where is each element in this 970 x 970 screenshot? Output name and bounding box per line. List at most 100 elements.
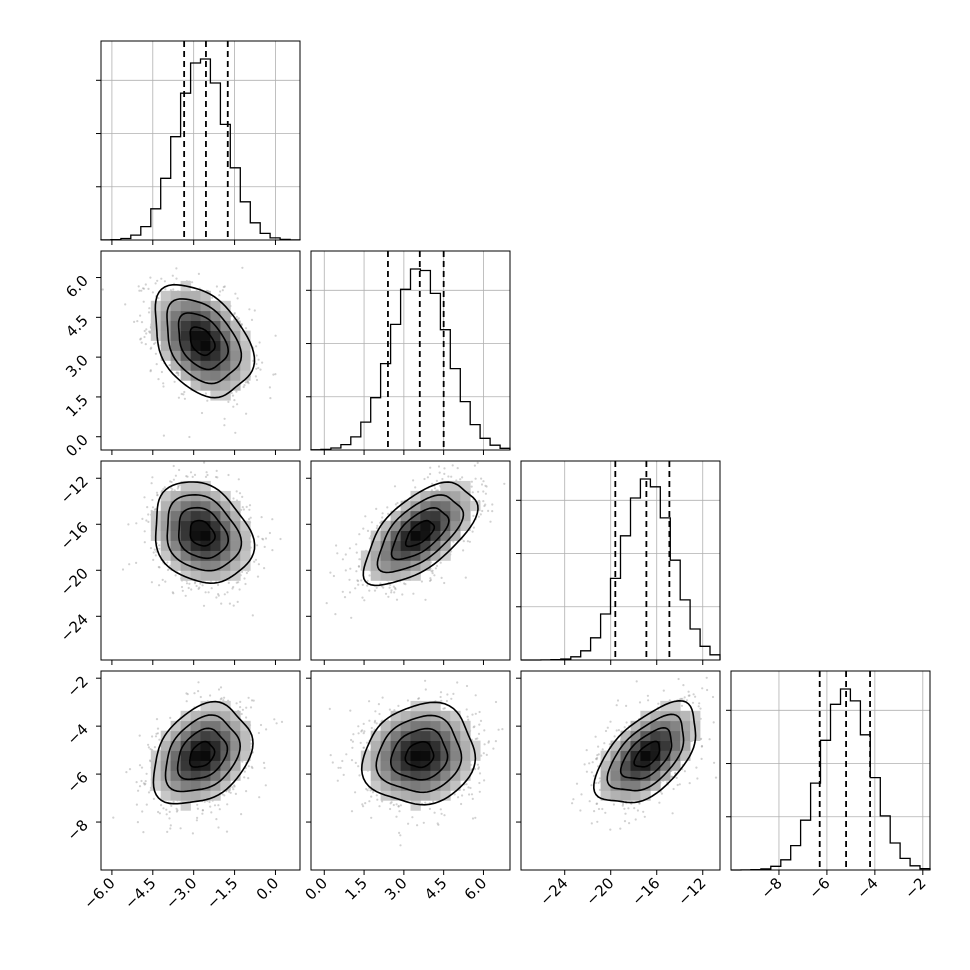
sample-point [424,688,427,691]
histogram-0 [100,58,301,241]
sample-point [221,793,224,796]
density-cell [220,740,231,751]
sample-point [388,586,391,589]
density-cell [210,350,221,361]
sample-point [363,599,366,602]
sample-point [262,761,266,765]
density-cell [220,510,231,522]
panel-frame [310,250,511,451]
sample-point [185,692,188,695]
sample-point [480,483,484,486]
density-cell [190,490,201,502]
sample-point [191,832,194,835]
density-cell [150,750,162,761]
sample-point [219,686,223,689]
sample-point [420,580,423,583]
sample-point [156,493,159,496]
sample-point [236,297,239,300]
sample-point [136,821,139,824]
density-cell [460,500,471,512]
sample-point [234,292,237,295]
sample-point [169,480,172,483]
density-cell [440,540,451,551]
sample-point [135,561,138,565]
sample-point [261,361,264,364]
density-cell [450,520,461,531]
contour-level-0 [404,519,436,548]
sample-point [150,346,153,349]
sample-point [143,329,146,333]
sample-point [482,480,485,483]
density-cell [180,560,191,571]
density-cell [180,500,191,512]
sample-point [194,580,197,584]
density-cell [220,550,231,561]
density-cell [420,550,431,561]
density-cell [460,510,471,522]
sample-point [255,345,258,348]
density-cell [240,730,251,741]
density-cell [440,500,451,512]
sample-point [472,514,475,518]
sample-point [196,816,199,820]
sample-point [357,579,360,583]
sample-point [177,372,180,375]
sample-point [401,593,404,596]
density-cell [220,380,231,391]
density-cell [230,710,241,722]
density-cell [200,770,211,781]
sample-point [149,276,152,279]
sample-point [482,490,485,493]
sample-point [237,317,240,320]
sample-point [233,399,236,402]
density-cell [180,720,191,732]
density-cell [240,530,251,541]
sample-point [471,797,474,801]
sample-point [156,279,159,282]
sample-point [145,519,148,522]
sample-point [144,780,147,783]
density-cell [210,370,221,381]
density-cell [210,310,221,321]
sample-point [348,547,351,550]
density-cell [410,500,421,512]
sample-point [144,283,147,286]
sample-point [190,588,193,591]
sample-point [235,390,238,393]
sample-point [143,541,146,544]
sample-point [358,558,361,561]
sample-point [149,347,152,350]
sample-point [274,373,277,376]
sample-point [145,332,148,335]
density-cell [390,560,401,571]
sample-point [253,560,256,563]
sample-point [144,343,147,346]
sample-point [387,512,390,516]
density-cell [210,390,221,401]
sample-point [177,396,180,399]
sample-point [125,771,128,774]
sample-point [138,734,141,737]
sample-point [147,513,150,516]
density-cell [190,480,201,492]
sample-point [474,816,477,819]
sample-point [145,772,148,775]
sample-point [491,503,494,506]
density-cell [160,340,171,351]
sample-point [272,373,275,376]
sample-point [259,723,263,727]
sample-point [257,366,260,370]
sample-point [356,579,359,582]
sample-point [381,516,384,519]
sample-point [236,403,239,406]
density-cell [210,750,221,761]
sample-point [335,544,338,547]
sample-point [341,590,344,593]
density-cell [190,330,201,341]
density-cell [160,780,171,791]
sample-point [150,482,153,485]
density-cell [210,490,221,502]
sample-point [271,549,274,552]
density-cell [190,380,201,391]
sample-point [175,267,178,270]
